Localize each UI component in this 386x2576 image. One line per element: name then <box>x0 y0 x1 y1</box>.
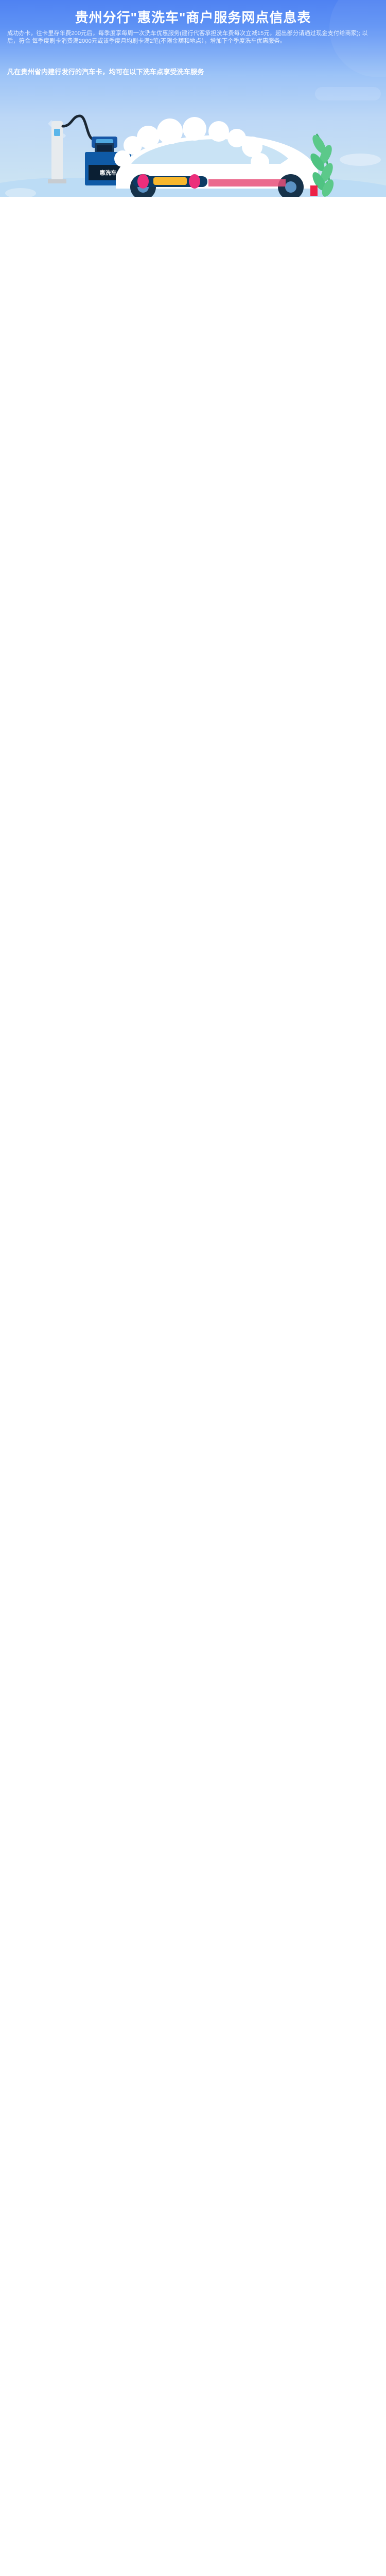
svg-text:惠洗车: 惠洗车 <box>100 169 117 176</box>
